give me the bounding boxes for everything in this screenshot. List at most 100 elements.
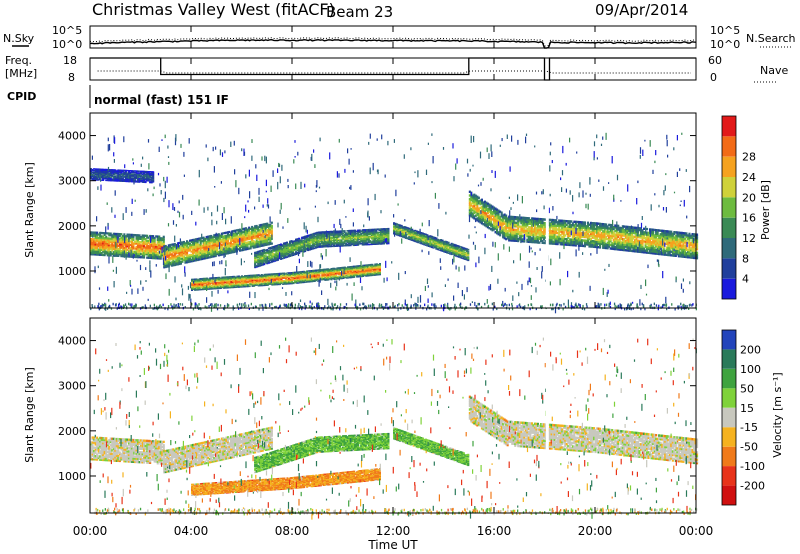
heatmap-cell <box>121 243 124 246</box>
heatmap-cell <box>149 245 152 248</box>
heatmap-cell <box>152 251 155 255</box>
heatmap-cell <box>137 179 140 181</box>
heatmap-cell <box>102 172 105 174</box>
heatmap-cell <box>129 255 132 258</box>
heatmap-cell <box>91 174 94 177</box>
heatmap-cell <box>96 169 99 171</box>
heatmap-cell <box>115 241 118 244</box>
heatmap-cell <box>106 242 109 245</box>
heatmap-cell <box>120 172 123 174</box>
heatmap-cell <box>94 176 97 179</box>
heatmap-cell <box>114 179 117 181</box>
heatmap-cell <box>90 251 93 254</box>
heatmap-cell <box>127 180 130 182</box>
heatmap-cell <box>140 179 143 182</box>
heatmap-cell <box>144 175 147 177</box>
heatmap-cell <box>163 256 166 259</box>
heatmap-cell <box>93 171 96 173</box>
heatmap-cell <box>111 171 114 173</box>
heatmap-cell <box>158 235 161 238</box>
heatmap-cell <box>90 176 93 178</box>
heatmap-cell <box>133 177 136 179</box>
heatmap-cell <box>371 263 374 266</box>
heatmap-cell <box>124 175 127 178</box>
heatmap-cell <box>97 243 100 246</box>
heatmap-cell <box>106 237 109 240</box>
heatmap-cell <box>135 254 138 257</box>
heatmap-cell <box>91 178 94 180</box>
heatmap-cell <box>111 235 114 239</box>
heatmap-cell <box>108 172 111 174</box>
heatmap-cell <box>141 256 144 259</box>
heatmap-cell <box>117 234 120 237</box>
heatmap-cell <box>147 171 150 173</box>
beam-label: Beam 23 <box>326 3 393 21</box>
heatmap-cell <box>143 179 146 182</box>
heatmap-cell <box>162 237 165 240</box>
heatmap-cell <box>141 244 144 247</box>
heatmap-cell <box>112 252 115 256</box>
heatmap-cell <box>93 251 96 254</box>
heatmap-cell <box>96 170 99 173</box>
heatmap-cell <box>126 177 129 179</box>
heatmap-cell <box>94 169 97 171</box>
heatmap-cell <box>127 247 130 250</box>
heatmap-cell <box>100 248 103 251</box>
heatmap-cell <box>130 235 133 238</box>
heatmap-cell <box>103 170 106 172</box>
heatmap-cell <box>105 178 108 180</box>
heatmap-cell <box>112 174 115 176</box>
heatmap-cell <box>126 233 129 236</box>
heatmap-cell <box>103 178 106 180</box>
heatmap-cell <box>118 249 121 253</box>
heatmap-cell <box>146 172 149 174</box>
heatmap-cell <box>129 179 132 181</box>
heatmap-cell <box>103 173 106 176</box>
heatmap-cell <box>96 233 99 236</box>
heatmap-cell <box>149 176 152 178</box>
heatmap-cell <box>118 248 121 251</box>
freq-label: Freq. <box>5 54 32 67</box>
heatmap-cell <box>97 179 100 181</box>
heatmap-cell <box>120 178 123 180</box>
heatmap-cell <box>163 261 166 264</box>
heatmap-cell <box>144 238 147 241</box>
heatmap-cell <box>138 256 141 259</box>
nave-trace <box>97 70 691 74</box>
heatmap-cell <box>115 237 118 241</box>
heatmap-cell <box>102 173 105 176</box>
heatmap-cell <box>144 180 147 183</box>
heatmap-cell <box>124 169 127 172</box>
heatmap-cell <box>159 247 162 250</box>
heatmap-cell <box>129 173 132 175</box>
heatmap-cell <box>109 239 112 242</box>
heatmap-cell <box>123 176 126 178</box>
heatmap-cell <box>155 250 158 253</box>
heatmap-cell <box>129 176 132 179</box>
heatmap-cell <box>150 180 153 182</box>
heatmap-cell <box>123 246 126 249</box>
heatmap-cell <box>99 171 102 174</box>
heatmap-cell <box>112 175 115 178</box>
heatmap-cell <box>124 243 127 246</box>
heatmap-cell <box>97 241 100 245</box>
heatmap-cell <box>138 242 141 245</box>
heatmap-cell <box>102 169 105 171</box>
heatmap-cell <box>106 239 109 242</box>
heatmap-cell <box>141 254 144 257</box>
heatmap-cell <box>164 249 167 252</box>
heatmap-cell <box>96 231 99 234</box>
heatmap-cell <box>106 171 109 173</box>
heatmap-cell <box>130 245 133 248</box>
heatmap-cell <box>99 171 102 173</box>
heatmap-cell <box>137 170 140 172</box>
frequency-panel: Freq. [MHz] 18 8 Nave 60 0 <box>5 54 788 84</box>
heatmap-cell <box>108 247 111 250</box>
heatmap-cell <box>143 244 146 247</box>
heatmap-cell <box>159 252 162 255</box>
heatmap-cell <box>138 176 141 178</box>
heatmap-cell <box>138 249 141 252</box>
heatmap-cell <box>96 253 99 256</box>
heatmap-cell <box>162 244 165 247</box>
heatmap-cell <box>109 237 112 240</box>
